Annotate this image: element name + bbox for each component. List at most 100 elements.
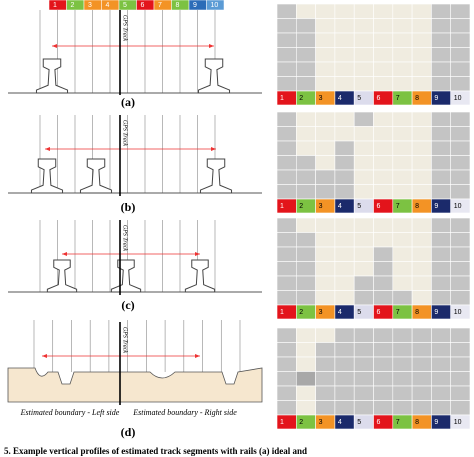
grid-cell [392,18,413,34]
grid-cell [353,290,374,306]
grid-cell [334,217,355,233]
grid-cell [334,18,355,34]
grid-cell [392,155,413,171]
segment-number: 2 [299,203,303,210]
grid-cell [295,18,316,34]
grid-cell [411,47,432,63]
grid-cell [373,76,394,92]
grid-cell [353,184,374,200]
grid-cell [353,76,374,92]
grid-cell [373,290,394,306]
colorbar-number: 2 [71,2,75,9]
grid-cell [353,327,374,343]
colorbar-cell [136,0,155,11]
segment-number: 1 [280,309,284,316]
grid-cell [373,47,394,63]
grid-cell [334,61,355,77]
grid-cell [334,47,355,63]
grid-cell [373,184,394,200]
grid-cell [411,217,432,233]
segment-number: 10 [454,419,462,426]
segment-cell [450,304,471,320]
grid-cell [373,18,394,34]
grid-cell [276,126,297,142]
grid-cell [450,140,471,156]
grid-cell [334,246,355,262]
grid-cell [373,342,394,358]
grid-cell [392,3,413,19]
grid-cell [411,184,432,200]
grid-cell [373,327,394,343]
segment-number: 6 [377,203,381,210]
colorbar-number: 4 [106,2,110,9]
grid-cell [276,76,297,92]
grid-cell [334,327,355,343]
segment-number: 9 [434,203,438,210]
grid-cell [392,356,413,372]
segment-number: 2 [299,309,303,316]
grid-cell [315,111,336,127]
grid-cell [450,61,471,77]
grid-cell [353,385,374,401]
grid-cell [373,232,394,248]
grid-cell [431,246,451,262]
grid-cell [353,246,374,262]
grid-cell [276,61,297,77]
grid-cell [431,47,451,63]
grid-cell [392,61,413,77]
segment-number: 7 [396,309,400,316]
grid-cell [392,126,413,142]
grid-cell [431,261,451,277]
grid-cell [295,217,316,233]
grid-cell [353,232,374,248]
grid-cell [450,3,471,19]
grid-cell [353,32,374,48]
grid-cell [431,61,451,77]
grid-cell [373,140,394,156]
grid-cell [411,342,432,358]
colorbar-cell [83,0,102,11]
grid-cell [315,261,336,277]
grid-cell [315,327,336,343]
colorbar-number: 7 [158,2,162,9]
grid-cell [353,275,374,291]
grid-cell [315,232,336,248]
grid-cell [373,400,394,416]
grid-cell [295,371,316,387]
grid-cell [315,126,336,142]
grid-cell [431,232,451,248]
boundary-right: Estimated boundary - Right side [132,408,237,417]
grid-cell [392,111,413,127]
segment-number: 7 [396,419,400,426]
grid-cell [450,184,471,200]
grid-cell [411,385,432,401]
segment-number: 3 [319,309,323,316]
grid-cell [276,275,297,291]
colorbar-cell [171,0,190,11]
grid-cell [392,290,413,306]
grid-cell [315,275,336,291]
grid-cell [373,155,394,171]
panel-label: (c) [121,298,134,312]
grid-cell [315,217,336,233]
grid-cell [392,76,413,92]
colorbar-number: 6 [141,2,145,9]
grid-cell [276,3,297,19]
segment-number: 9 [434,95,438,102]
grid-cell [276,18,297,34]
grid-cell [295,76,316,92]
grid-cell [353,342,374,358]
grid-cell [315,246,336,262]
grid-cell [450,169,471,185]
grid-cell [373,246,394,262]
grid-cell [295,140,316,156]
grid-cell [411,3,432,19]
grid-cell [431,3,451,19]
grid-cell [315,155,336,171]
grid-cell [334,371,355,387]
grid-cell [315,3,336,19]
grid-cell [450,261,471,277]
grid-cell [431,111,451,127]
grid-cell [334,290,355,306]
segment-number: 3 [319,95,323,102]
